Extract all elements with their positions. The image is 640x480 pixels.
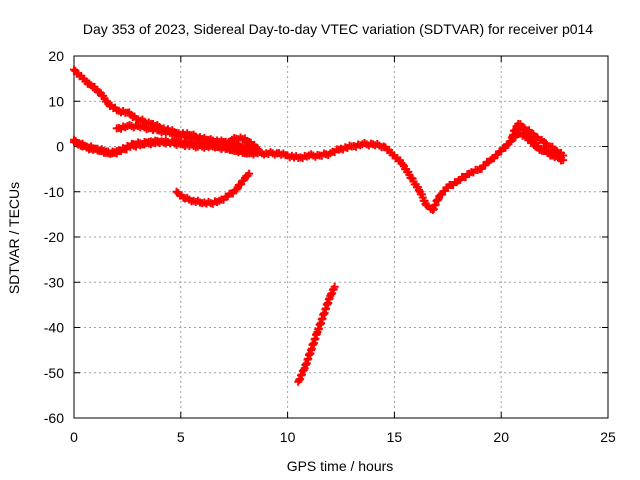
series-arc-short-2h bbox=[112, 120, 258, 156]
x-tick-label: 15 bbox=[387, 429, 403, 445]
y-tick-label: -60 bbox=[44, 410, 64, 426]
series-arc-steep-10h bbox=[294, 282, 339, 386]
y-tick-label: -20 bbox=[44, 229, 64, 245]
grid-lines bbox=[74, 56, 608, 418]
data-point bbox=[253, 144, 262, 153]
y-tick-label: 10 bbox=[48, 93, 64, 109]
data-point bbox=[245, 169, 254, 178]
data-point bbox=[330, 282, 339, 291]
data-point bbox=[557, 153, 566, 162]
axes bbox=[73, 55, 609, 419]
y-tick-label: -50 bbox=[44, 365, 64, 381]
series-arc-dip-5h bbox=[172, 169, 254, 208]
x-tick-label: 0 bbox=[70, 429, 78, 445]
y-tick-label: -10 bbox=[44, 184, 64, 200]
x-tick-label: 25 bbox=[600, 429, 616, 445]
chart-title: Day 353 of 2023, Sidereal Day-to-day VTE… bbox=[83, 21, 593, 37]
tick-labels: 0 5 10 15 20 25 -60 -50 -40 -30 -20 -10 0 10 20 bbox=[44, 48, 616, 445]
series-group bbox=[70, 65, 568, 386]
x-tick-label: 10 bbox=[280, 429, 296, 445]
series-arc-late-20h-b bbox=[510, 122, 566, 162]
data-point bbox=[70, 65, 78, 74]
y-axis-label: SDTVAR / TECUs bbox=[6, 182, 22, 294]
series-arc-bump-8h bbox=[219, 133, 262, 153]
y-tick-label: -30 bbox=[44, 274, 64, 290]
x-tick-label: 5 bbox=[177, 429, 185, 445]
x-axis-label: GPS time / hours bbox=[287, 458, 394, 474]
y-tick-label: -40 bbox=[44, 320, 64, 336]
x-tick-label: 20 bbox=[493, 429, 509, 445]
y-tick-label: 0 bbox=[56, 139, 64, 155]
y-tick-label: 20 bbox=[48, 48, 64, 64]
data-point bbox=[232, 185, 241, 194]
